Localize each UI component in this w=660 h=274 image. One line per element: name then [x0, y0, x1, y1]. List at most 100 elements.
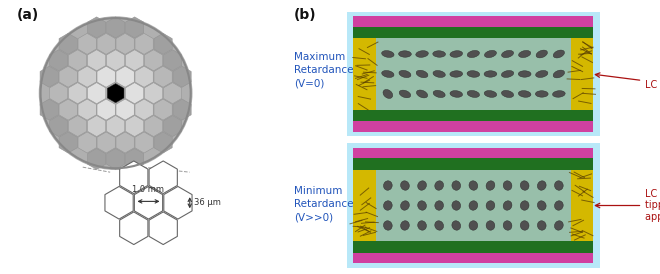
Ellipse shape [416, 51, 428, 57]
Ellipse shape [552, 91, 565, 97]
Ellipse shape [518, 71, 531, 77]
FancyBboxPatch shape [376, 38, 571, 110]
Ellipse shape [399, 51, 411, 57]
Ellipse shape [399, 70, 411, 78]
FancyBboxPatch shape [376, 170, 571, 241]
Polygon shape [78, 132, 96, 153]
Polygon shape [135, 186, 162, 219]
Ellipse shape [450, 71, 463, 77]
Ellipse shape [452, 221, 461, 230]
Ellipse shape [469, 221, 478, 230]
Polygon shape [119, 212, 148, 245]
Polygon shape [119, 161, 148, 194]
Ellipse shape [518, 91, 531, 97]
Polygon shape [69, 83, 86, 104]
Polygon shape [125, 17, 144, 38]
FancyBboxPatch shape [353, 253, 593, 263]
Ellipse shape [399, 90, 411, 98]
FancyBboxPatch shape [353, 170, 376, 241]
Ellipse shape [486, 181, 495, 190]
Ellipse shape [503, 181, 512, 190]
FancyBboxPatch shape [346, 143, 600, 268]
Ellipse shape [418, 201, 426, 210]
Polygon shape [50, 116, 68, 136]
Polygon shape [173, 66, 191, 87]
Polygon shape [164, 50, 182, 71]
Ellipse shape [520, 201, 529, 210]
Polygon shape [164, 186, 192, 219]
Polygon shape [154, 33, 172, 54]
Ellipse shape [452, 181, 461, 190]
Polygon shape [154, 99, 172, 120]
Ellipse shape [401, 181, 409, 190]
Ellipse shape [503, 221, 512, 230]
FancyBboxPatch shape [571, 38, 593, 110]
Polygon shape [40, 99, 58, 120]
Polygon shape [97, 33, 116, 54]
Ellipse shape [553, 50, 564, 58]
Ellipse shape [536, 70, 548, 78]
Ellipse shape [418, 181, 426, 190]
FancyBboxPatch shape [353, 27, 593, 38]
Text: LC Molecules: LC Molecules [595, 73, 660, 90]
FancyBboxPatch shape [353, 121, 593, 132]
Ellipse shape [554, 201, 563, 210]
Ellipse shape [519, 50, 531, 58]
Text: Minimum
Retardance
(V>>0): Minimum Retardance (V>>0) [294, 186, 354, 222]
FancyBboxPatch shape [353, 38, 376, 110]
Polygon shape [59, 132, 77, 153]
FancyBboxPatch shape [353, 241, 593, 253]
Ellipse shape [435, 201, 444, 210]
Polygon shape [106, 83, 125, 104]
Polygon shape [105, 186, 133, 219]
Ellipse shape [450, 51, 463, 57]
Ellipse shape [435, 181, 444, 190]
Polygon shape [78, 66, 96, 87]
FancyBboxPatch shape [353, 16, 593, 27]
Ellipse shape [537, 221, 546, 230]
FancyBboxPatch shape [353, 110, 593, 121]
Text: 36 μm: 36 μm [194, 198, 220, 207]
Ellipse shape [467, 50, 479, 58]
Ellipse shape [502, 50, 513, 58]
Ellipse shape [520, 181, 529, 190]
Ellipse shape [553, 70, 564, 78]
Polygon shape [50, 50, 68, 71]
Polygon shape [164, 83, 182, 104]
Polygon shape [145, 83, 163, 104]
Polygon shape [88, 50, 106, 71]
Polygon shape [69, 50, 86, 71]
Polygon shape [88, 149, 106, 169]
FancyBboxPatch shape [353, 148, 593, 158]
Ellipse shape [381, 51, 394, 57]
Polygon shape [106, 17, 125, 38]
Polygon shape [149, 161, 178, 194]
FancyBboxPatch shape [571, 170, 593, 241]
Ellipse shape [452, 201, 461, 210]
Polygon shape [135, 99, 153, 120]
Ellipse shape [536, 50, 547, 58]
Ellipse shape [502, 90, 513, 98]
FancyBboxPatch shape [353, 158, 593, 170]
Ellipse shape [433, 90, 445, 98]
Polygon shape [50, 83, 68, 104]
Ellipse shape [450, 91, 463, 97]
Ellipse shape [469, 181, 478, 190]
Polygon shape [173, 99, 191, 120]
Ellipse shape [520, 221, 529, 230]
Polygon shape [88, 17, 106, 38]
Ellipse shape [537, 181, 546, 190]
Polygon shape [97, 132, 116, 153]
Ellipse shape [467, 71, 480, 77]
Polygon shape [116, 66, 134, 87]
Polygon shape [97, 99, 116, 120]
Polygon shape [125, 50, 144, 71]
Ellipse shape [433, 71, 446, 77]
Ellipse shape [503, 201, 512, 210]
Ellipse shape [401, 201, 409, 210]
Polygon shape [78, 99, 96, 120]
Text: 1.0 mm: 1.0 mm [133, 185, 164, 194]
Polygon shape [88, 83, 106, 104]
Polygon shape [125, 83, 144, 104]
Polygon shape [106, 116, 125, 136]
